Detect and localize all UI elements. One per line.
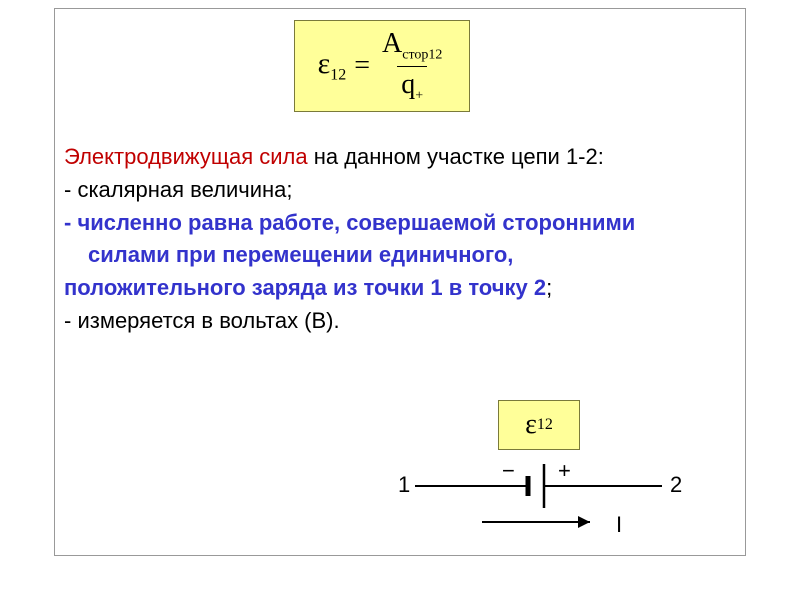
denominator-base: q <box>401 69 415 100</box>
numerator-base: A <box>382 28 402 59</box>
equals-sign: = <box>354 50 370 82</box>
current-arrow-head <box>578 516 590 528</box>
line-3c: положительного заряда из точки 1 в точку… <box>64 275 546 300</box>
definition-text: Электродвижущая сила на данном участке ц… <box>64 142 736 339</box>
numerator-sub: стор12 <box>402 48 442 63</box>
line-3b: силами при перемещении единичного, <box>64 240 736 271</box>
line-3d: ; <box>546 275 552 300</box>
line-1: Электродвижущая сила на данном участке ц… <box>64 142 736 173</box>
formula-lhs: ε12 <box>318 47 347 85</box>
fraction: Aстор12 q+ <box>378 28 446 104</box>
minus-sign: − <box>502 458 515 483</box>
formula: ε12 = Aстор12 q+ <box>318 28 447 104</box>
circuit-svg: − + <box>370 400 710 550</box>
current-label: I <box>616 512 622 538</box>
line-2: - скалярная величина; <box>64 175 736 206</box>
line-4: - измеряется в вольтах (В). <box>64 306 736 337</box>
line1-rest: на данном участке цепи 1-2: <box>308 144 604 169</box>
node-label-1: 1 <box>398 472 410 498</box>
numerator: Aстор12 <box>378 28 446 66</box>
denominator-sub: + <box>415 88 423 103</box>
line-3c-wrap: положительного заряда из точки 1 в точку… <box>64 273 736 304</box>
node-label-2: 2 <box>670 472 682 498</box>
epsilon-symbol: ε <box>318 47 331 80</box>
epsilon-sub: 12 <box>330 67 346 84</box>
denominator: q+ <box>397 66 427 105</box>
circuit-diagram: ε12 − + 1 2 I <box>370 400 710 550</box>
formula-box: ε12 = Aстор12 q+ <box>294 20 470 112</box>
line-3a: - численно равна работе, совершаемой сто… <box>64 208 736 239</box>
plus-sign: + <box>558 458 571 483</box>
term-emf: Электродвижущая сила <box>64 144 308 169</box>
